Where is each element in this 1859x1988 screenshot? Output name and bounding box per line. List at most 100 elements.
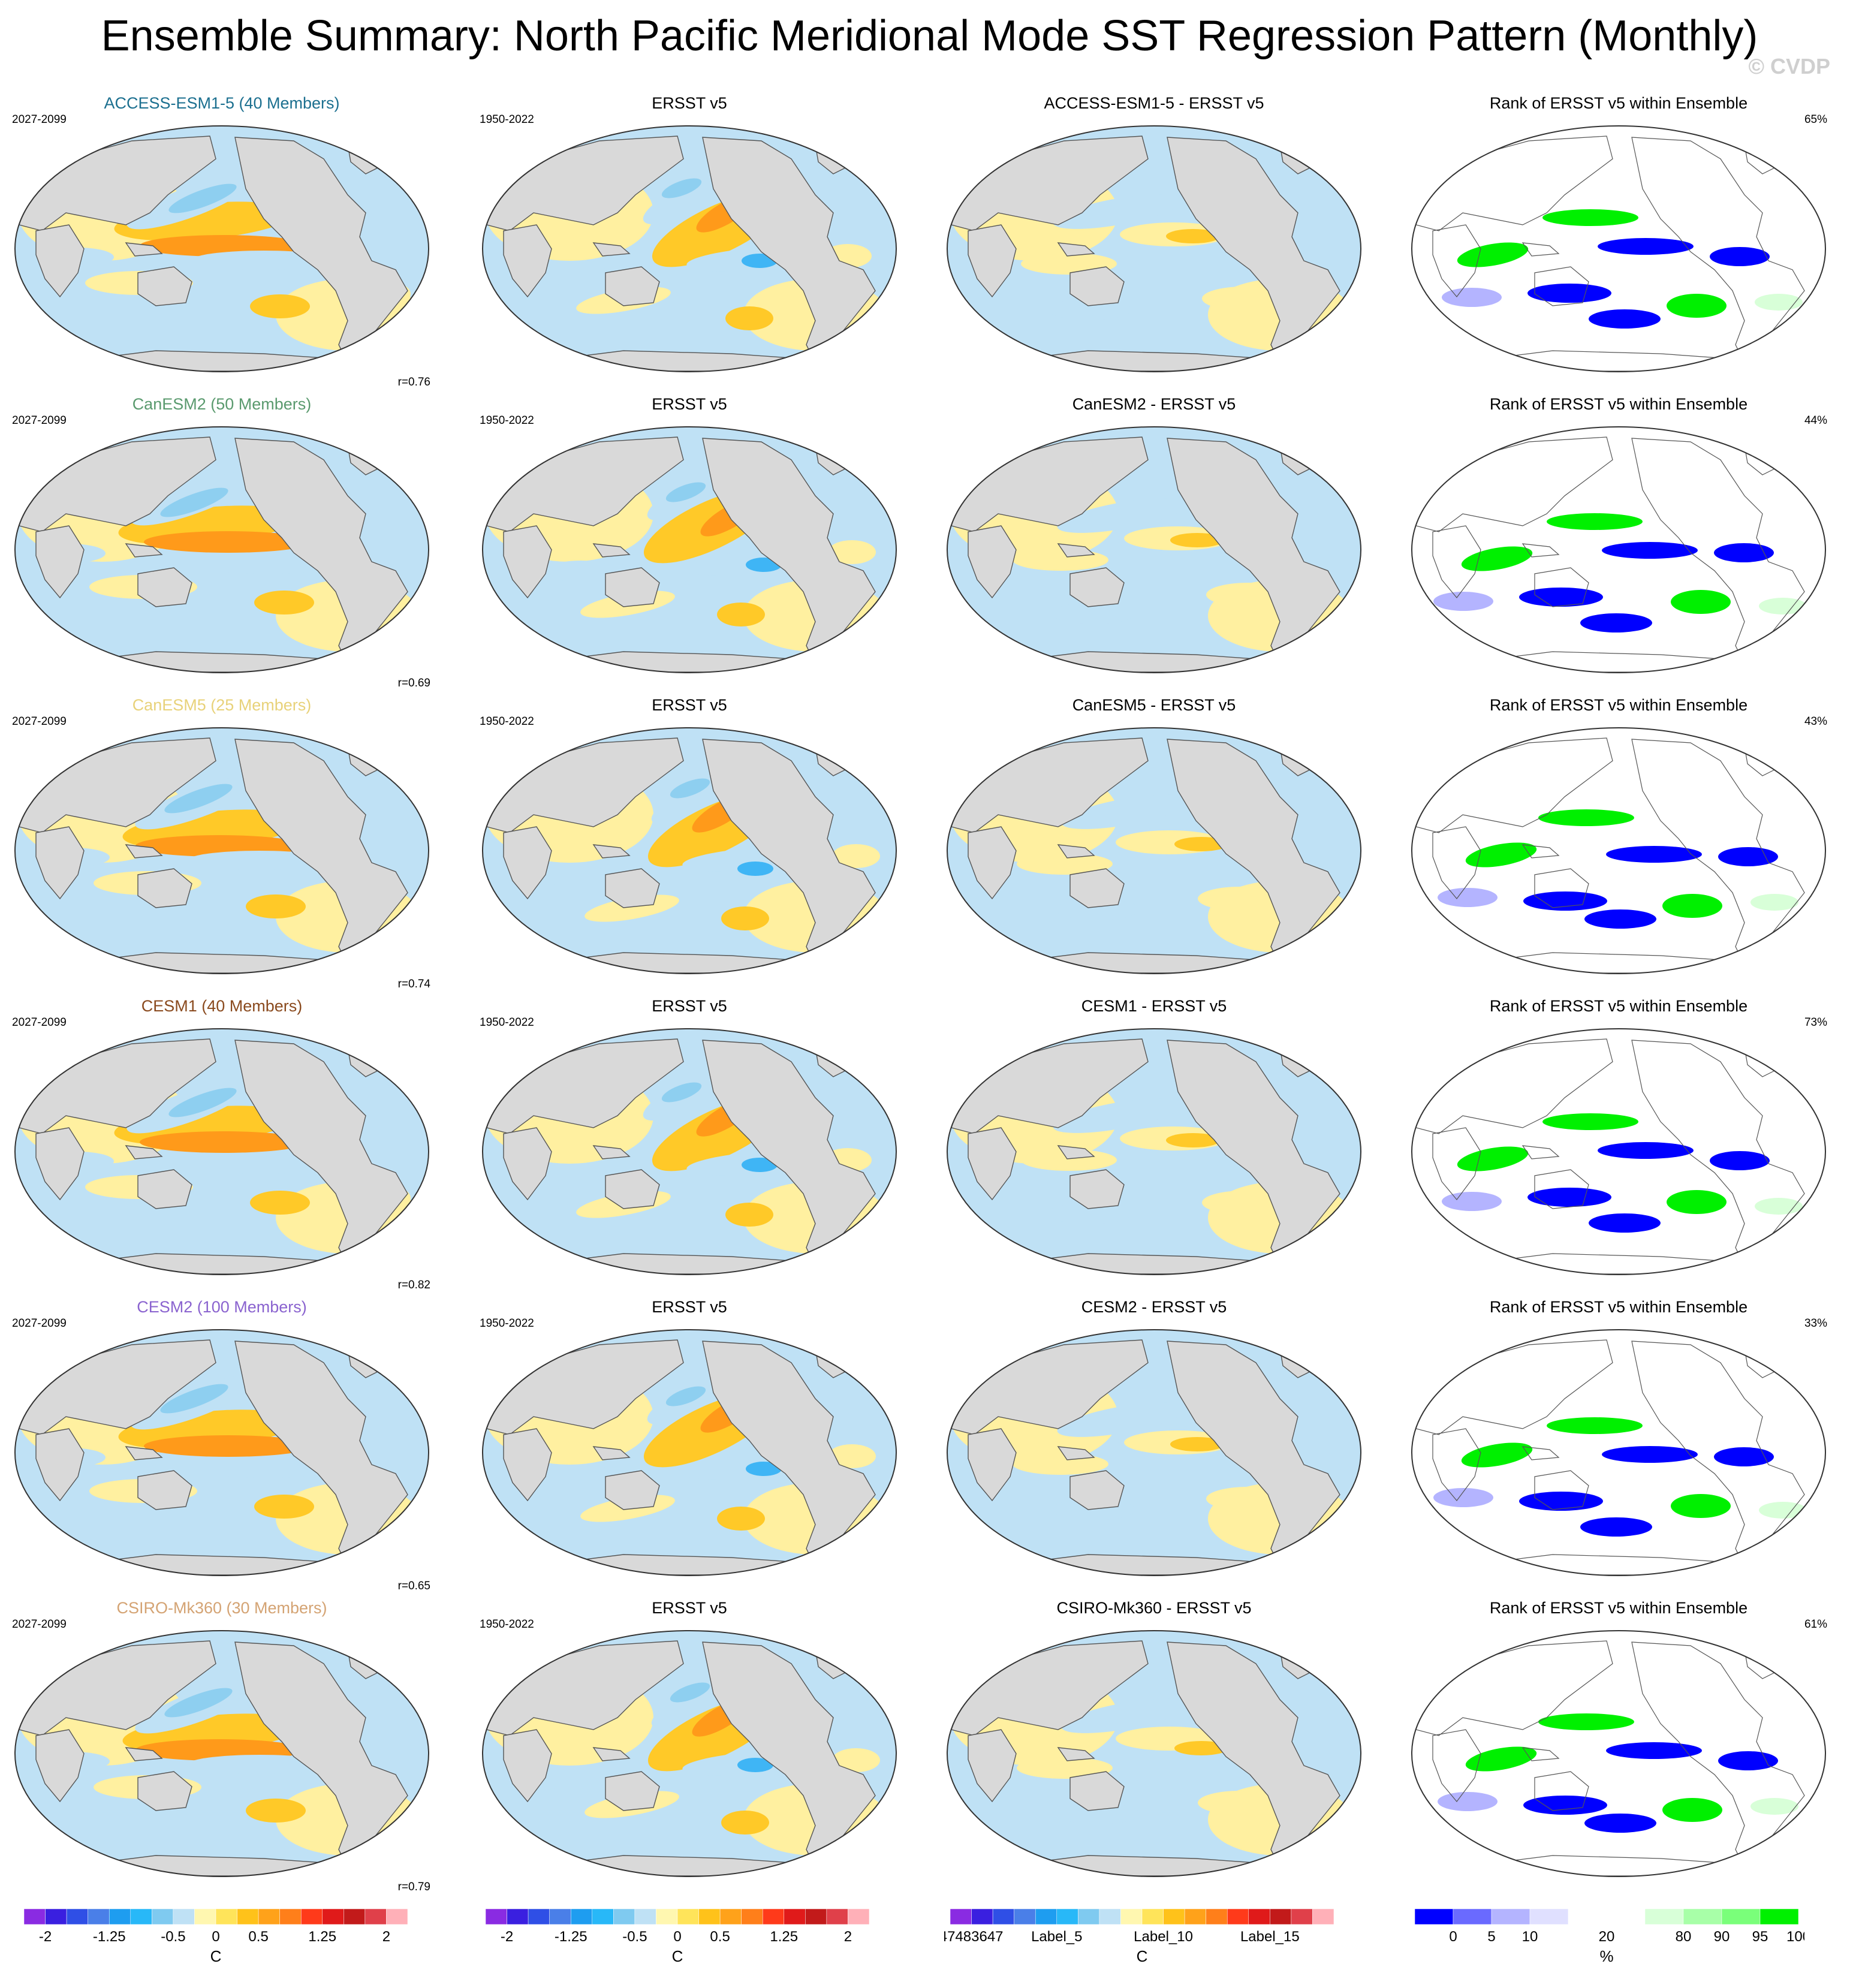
land-africa [35,224,85,298]
period-label: 2027-2099 [12,414,67,427]
sst-anomaly-region [725,1203,773,1227]
rank-region [1671,590,1731,614]
colorbar-tick-label: 0 [212,1929,219,1945]
period-label: 1950-2022 [480,1317,534,1330]
rank-region [1598,238,1694,255]
sst-anomaly-region [545,1465,617,1486]
rank-region [1580,613,1652,632]
rank-region [1523,891,1607,911]
colorbar-tick-label: -0.5 [622,1929,647,1945]
land-africa [1432,1729,1481,1802]
land-indonesia [592,1145,631,1159]
land-indonesia [1521,543,1560,558]
map-obs [480,725,899,977]
sst-anomaly-region [661,178,702,198]
sst-anomaly-region [541,264,613,286]
land-australia [137,868,192,908]
sst-anomaly-region [1202,287,1286,311]
rank-region [1433,592,1493,611]
land-indonesia [125,844,163,859]
map-rank [1409,1628,1828,1879]
land-indonesia [1521,844,1560,859]
land-indonesia [1057,844,1095,859]
land-australia [605,266,660,306]
map-border [482,727,897,974]
rank-region [1547,1417,1643,1434]
sst-anomaly-region [160,1384,228,1414]
land-africa [35,1729,85,1803]
period-label: 1950-2022 [480,414,534,427]
map-panel-diff: CESM1 - ERSST v5 [932,996,1376,1296]
rank-region [1465,842,1537,868]
sst-anomaly-region [541,1168,613,1190]
rank-region [1750,894,1798,911]
rank-region [1523,1796,1607,1815]
colorbar-swatch [719,1908,742,1925]
map-border [14,125,429,372]
land-africa [968,525,1017,599]
map-diff [944,424,1364,676]
colorbar-swatch [805,1908,827,1925]
land-indonesia [1057,1747,1095,1761]
rank-region [1589,1213,1661,1233]
land-australia [605,868,660,908]
colorbar-swatch [762,1908,785,1925]
panel-title: ERSST v5 [652,395,727,413]
colorbar-swatch [237,1908,259,1925]
map-border [14,1028,429,1275]
sst-anomaly-region [1170,1437,1224,1451]
sst-anomaly-region [250,294,310,318]
map-border [14,1630,429,1877]
map-panel-rank: Rank of ERSST v5 within Ensemble 43% [1397,695,1840,995]
land-africa [1432,1127,1481,1200]
rank-percent-label: 43% [1804,715,1827,728]
sst-anomaly-region [828,1444,876,1468]
rank-region [1580,1517,1652,1537]
rank-region [1584,909,1656,929]
sst-anomaly-region [168,1088,237,1118]
rank-region [1718,847,1778,866]
rank-region [1606,1742,1702,1759]
colorbar-tick-label: 90 [1714,1929,1730,1945]
map-rank [1409,123,1828,375]
map-diff [944,123,1364,375]
colorbar-unit: % [1599,1947,1613,1965]
rank-region [1606,846,1702,863]
land-australia [1534,1470,1589,1510]
sst-anomaly-region [160,487,228,517]
map-panel-obs: ERSST v5 1950-2022 [468,93,911,393]
sst-anomaly-region [1198,1791,1282,1815]
land-indonesia [1521,1145,1560,1159]
land-africa [503,1729,552,1803]
colorbar-swatch [592,1908,614,1925]
sst-anomaly-region [1166,229,1220,243]
map-panel-obs: ERSST v5 1950-2022 [468,1297,911,1597]
colorbar-swatch [1163,1908,1185,1925]
rank-percent-label: 73% [1804,1016,1827,1029]
map-border [947,1329,1361,1576]
land-indonesia [592,844,631,859]
colorbar-swatch [613,1908,635,1925]
sst-anomaly-region [1061,794,1192,829]
sst-anomaly-region [188,1755,332,1774]
rank-region [1667,1190,1727,1214]
panel-title: Rank of ERSST v5 within Ensemble [1489,696,1748,714]
land-australia [1534,868,1589,908]
colorbar-swatch [194,1908,216,1925]
sst-anomaly-region [665,1386,706,1406]
colorbar-tick-label: 10 [1522,1929,1538,1945]
map-model [12,1026,432,1278]
land-indonesia [592,543,631,558]
sst-anomaly-region [1202,1191,1286,1215]
colorbar-swatch [634,1908,656,1925]
land-africa [1432,525,1481,598]
rank-region [1538,1713,1634,1730]
sst-anomaly-region [164,784,233,814]
pattern-correlation-label: r=0.69 [397,677,430,689]
colorbar-tick-label: 0 [1449,1929,1457,1945]
colorbar-swatch [152,1908,174,1925]
map-panel-rank: Rank of ERSST v5 within Ensemble 33% [1397,1297,1840,1597]
land-australia [1069,1470,1125,1510]
rank-region [1438,1792,1498,1811]
land-australia [137,1771,192,1811]
